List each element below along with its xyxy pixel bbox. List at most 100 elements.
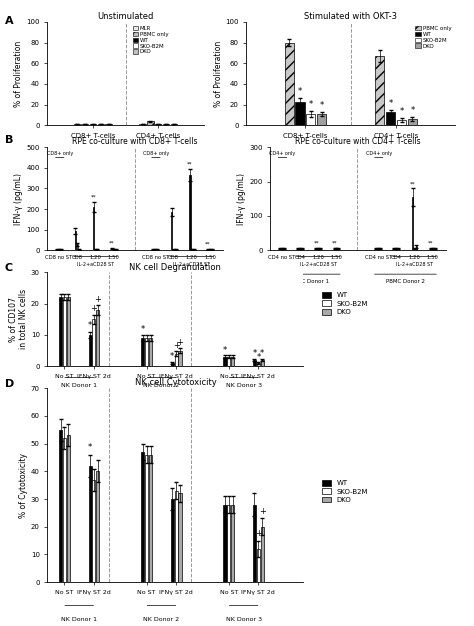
Text: +: + — [173, 341, 180, 351]
Text: *: * — [309, 100, 313, 109]
Bar — [283, 249, 284, 250]
Title: NK cell Cytotoxicity: NK cell Cytotoxicity — [135, 378, 216, 387]
Bar — [375, 56, 384, 125]
Text: *: * — [400, 107, 404, 116]
Text: PBMC Donor 1: PBMC Donor 1 — [290, 279, 328, 284]
Bar — [56, 249, 58, 250]
Text: PBMC Donor 2: PBMC Donor 2 — [163, 279, 202, 284]
Bar — [334, 249, 335, 250]
Bar — [97, 249, 98, 250]
Bar — [228, 505, 230, 582]
Bar — [211, 249, 213, 250]
Bar — [231, 357, 234, 366]
Bar — [173, 249, 174, 250]
Bar — [155, 249, 156, 250]
Bar — [141, 452, 145, 582]
Title: Stimulated with OKT-3: Stimulated with OKT-3 — [304, 12, 397, 21]
Bar — [98, 124, 104, 125]
Y-axis label: IFN-γ (pg/mL): IFN-γ (pg/mL) — [15, 173, 24, 225]
Bar — [377, 249, 379, 250]
Text: NK Donor 1: NK Donor 1 — [61, 617, 97, 622]
Bar — [416, 246, 417, 250]
Text: +: + — [177, 338, 183, 347]
Bar — [191, 249, 192, 250]
Bar — [171, 212, 173, 250]
Text: D: D — [5, 379, 14, 389]
Bar — [375, 249, 377, 250]
Bar — [189, 175, 191, 250]
Text: **: ** — [410, 182, 415, 187]
Bar — [171, 363, 174, 366]
Bar — [412, 197, 413, 250]
Bar — [317, 114, 326, 125]
Bar — [96, 471, 100, 582]
Bar — [231, 505, 234, 582]
Text: *: * — [170, 352, 174, 361]
Bar — [58, 249, 60, 250]
Bar — [398, 249, 399, 250]
Bar — [257, 363, 260, 366]
Bar — [149, 338, 152, 366]
Y-axis label: % of Cytotoxicity: % of Cytotoxicity — [19, 453, 28, 518]
Bar — [74, 124, 81, 125]
Bar — [171, 499, 174, 582]
Text: NK Donor 1: NK Donor 1 — [61, 383, 97, 388]
Text: *: * — [88, 443, 92, 452]
Bar — [115, 249, 117, 250]
Bar — [89, 466, 91, 582]
Bar — [430, 249, 431, 250]
Text: +: + — [91, 304, 97, 313]
Text: **: ** — [187, 162, 192, 167]
Text: CD8+ only: CD8+ only — [143, 151, 169, 156]
Bar — [111, 249, 112, 250]
Title: Unstimulated: Unstimulated — [98, 12, 154, 21]
Text: *: * — [88, 321, 92, 331]
Bar — [379, 249, 381, 250]
Bar — [261, 360, 264, 366]
Bar — [96, 310, 100, 366]
Bar — [77, 244, 78, 250]
Text: IL-2+aCD28 ST: IL-2+aCD28 ST — [396, 262, 433, 267]
Bar — [223, 357, 227, 366]
Bar — [163, 124, 169, 125]
Bar — [147, 121, 154, 125]
Text: **: ** — [332, 241, 337, 246]
Bar — [141, 338, 145, 366]
Y-axis label: % of Proliferation: % of Proliferation — [15, 41, 24, 106]
Text: *: * — [256, 352, 261, 362]
Text: *: * — [260, 349, 264, 358]
Bar — [95, 249, 96, 250]
Bar — [209, 249, 211, 250]
Bar — [153, 249, 154, 250]
Title: NK cell Degranulation: NK cell Degranulation — [129, 262, 221, 272]
Bar — [318, 249, 319, 250]
Bar — [92, 480, 95, 582]
Text: **: ** — [314, 241, 319, 246]
Bar — [67, 435, 70, 582]
Bar — [90, 124, 96, 125]
Text: **: ** — [205, 242, 211, 247]
Bar — [279, 249, 281, 250]
Text: NK Donor 3: NK Donor 3 — [226, 617, 262, 622]
Bar — [228, 357, 230, 366]
Bar — [79, 249, 80, 250]
Text: **: ** — [91, 195, 96, 200]
Bar — [59, 429, 62, 582]
Bar — [394, 249, 395, 250]
Bar — [145, 338, 148, 366]
Bar — [253, 360, 256, 366]
Bar — [396, 249, 397, 250]
Text: +: + — [259, 506, 266, 516]
Bar — [306, 114, 315, 125]
Text: **: ** — [428, 241, 434, 246]
Bar — [408, 119, 417, 125]
Text: *: * — [389, 99, 393, 108]
Bar — [316, 249, 317, 250]
Bar — [207, 249, 209, 250]
Text: PBMC Donor 2: PBMC Donor 2 — [386, 279, 425, 284]
Bar — [139, 124, 146, 125]
Bar — [145, 454, 148, 582]
Bar — [155, 124, 162, 125]
Bar — [397, 120, 406, 125]
Bar — [223, 505, 227, 582]
